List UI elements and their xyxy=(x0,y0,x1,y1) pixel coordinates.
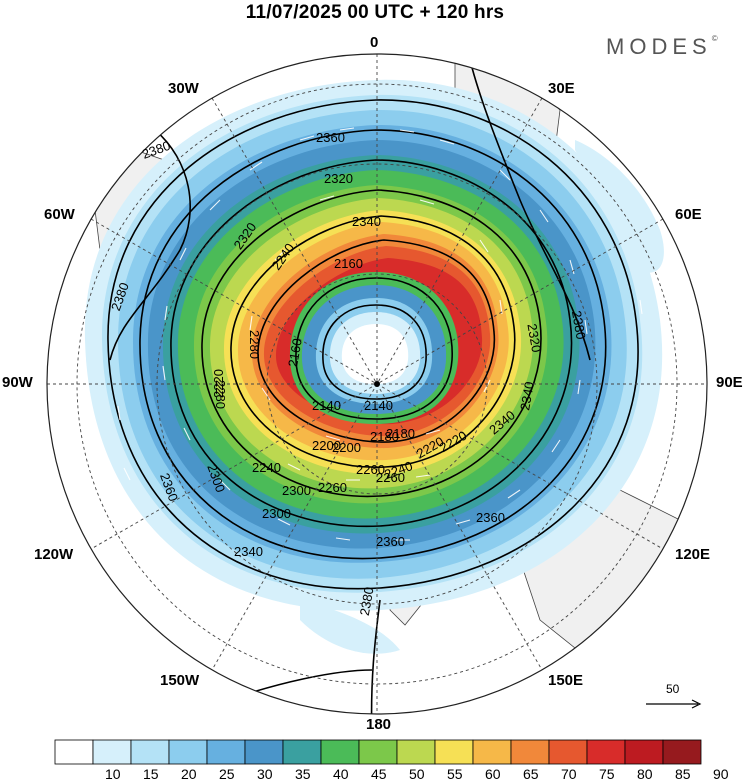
colorbar-swatch xyxy=(548,739,588,765)
colorbar-swatch xyxy=(510,739,550,765)
contour-label: 2200 xyxy=(332,440,361,455)
colorbar-label: 40 xyxy=(333,766,349,782)
colorbar-label: 50 xyxy=(409,766,425,782)
contour-label: 2200 xyxy=(312,438,341,453)
colorbar-swatch xyxy=(282,739,322,765)
colorbar-swatch xyxy=(168,739,208,765)
lon-label-120w: 120W xyxy=(34,546,74,563)
contour-label: 2340 xyxy=(517,380,537,411)
colorbar-swatch xyxy=(434,739,474,765)
lon-label-150e: 150E xyxy=(548,672,584,689)
lon-label-120e: 120E xyxy=(675,546,711,563)
lon-label-60w: 60W xyxy=(44,206,75,223)
contour-label-layer: 2380 2360 2340 2320 2300 2280 2260 2240 … xyxy=(108,130,589,617)
map-title: 11/07/2025 00 UTC + 120 hrs xyxy=(245,2,505,23)
colorbar-label: 10 xyxy=(105,766,121,782)
contour-label: 2180 xyxy=(370,429,399,444)
colorbar-swatch xyxy=(586,739,626,765)
vector-reference-value: 50 xyxy=(666,682,680,696)
colorbar-label: 65 xyxy=(523,766,539,782)
colorbar-swatch xyxy=(358,739,398,765)
colorbar-swatch xyxy=(244,739,284,765)
lon-label-0: 0 xyxy=(370,34,379,51)
colorbar-label: 25 xyxy=(219,766,235,782)
colorbar-swatch xyxy=(472,739,512,765)
lon-label-150w: 150W xyxy=(160,672,200,689)
contour-label: 2380 xyxy=(569,309,589,340)
lon-label-30e: 30E xyxy=(548,80,575,97)
colorbar-swatch xyxy=(624,739,664,765)
contour-label: 2360 xyxy=(476,510,505,525)
polar-map: 2380 2360 2340 2320 2300 2280 2260 2240 … xyxy=(46,53,708,715)
colorbar-label: 35 xyxy=(295,766,311,782)
contour-label: 2320 xyxy=(524,322,544,353)
contour-label: 2160 xyxy=(285,337,305,368)
contour-label: 2360 xyxy=(376,534,405,549)
vector-reference-arrow xyxy=(646,699,702,709)
map-disk xyxy=(47,54,707,714)
colorbar-swatch xyxy=(396,739,436,765)
lon-label-30w: 30W xyxy=(168,80,199,97)
colorbar xyxy=(54,739,702,765)
colorbar-label: 70 xyxy=(561,766,577,782)
colorbar-label: 90 xyxy=(713,766,729,782)
contour-label: 2140 xyxy=(364,398,393,413)
wind-vectors xyxy=(117,127,643,561)
contour-label: 2280 xyxy=(247,330,262,359)
contour-label: 2180 xyxy=(386,426,415,441)
lon-label-90w: 90W xyxy=(2,374,33,391)
modes-logo: MODES© xyxy=(606,34,718,59)
colorbar-label: 85 xyxy=(675,766,691,782)
contour-label: 2240 xyxy=(252,460,281,475)
colorbar-label: 30 xyxy=(257,766,273,782)
map-border xyxy=(46,53,708,715)
contour-label: 2260 xyxy=(356,462,385,477)
colorbar-swatch xyxy=(662,739,702,765)
colorbar-swatch xyxy=(54,739,94,765)
colorbar-label: 60 xyxy=(485,766,501,782)
lon-label-60e: 60E xyxy=(675,206,702,223)
colorbar-swatch xyxy=(130,739,170,765)
contour-label: 2280 xyxy=(213,380,228,409)
contour-label: 2360 xyxy=(316,130,345,145)
colorbar-swatch xyxy=(320,739,360,765)
contour-label: 2160 xyxy=(334,256,363,271)
contour-label: 2220 xyxy=(211,369,226,398)
colorbar-swatch xyxy=(206,739,246,765)
contour-label: 2340 xyxy=(352,214,381,229)
lon-label-180: 180 xyxy=(366,716,392,733)
colorbar-label: 75 xyxy=(599,766,615,782)
colorbar-swatch xyxy=(92,739,132,765)
colorbar-label: 45 xyxy=(371,766,387,782)
contour-label: 2300 xyxy=(282,483,311,498)
colorbar-label: 80 xyxy=(637,766,653,782)
height-contours xyxy=(107,59,639,714)
contour-label: 2140 xyxy=(312,398,341,413)
contour-label: 2320 xyxy=(324,171,353,186)
colorbar-label: 20 xyxy=(181,766,197,782)
contour-label: 2260 xyxy=(318,480,347,495)
contour-label: 2260 xyxy=(376,470,405,485)
contour-label: 2300 xyxy=(262,506,291,521)
wind-speed-shading xyxy=(84,79,664,654)
contour-label: 2340 xyxy=(234,544,263,559)
colorbar-label: 15 xyxy=(143,766,159,782)
contour-label: 2380 xyxy=(357,586,377,617)
colorbar-label: 55 xyxy=(447,766,463,782)
lon-label-90e: 90E xyxy=(716,374,743,391)
